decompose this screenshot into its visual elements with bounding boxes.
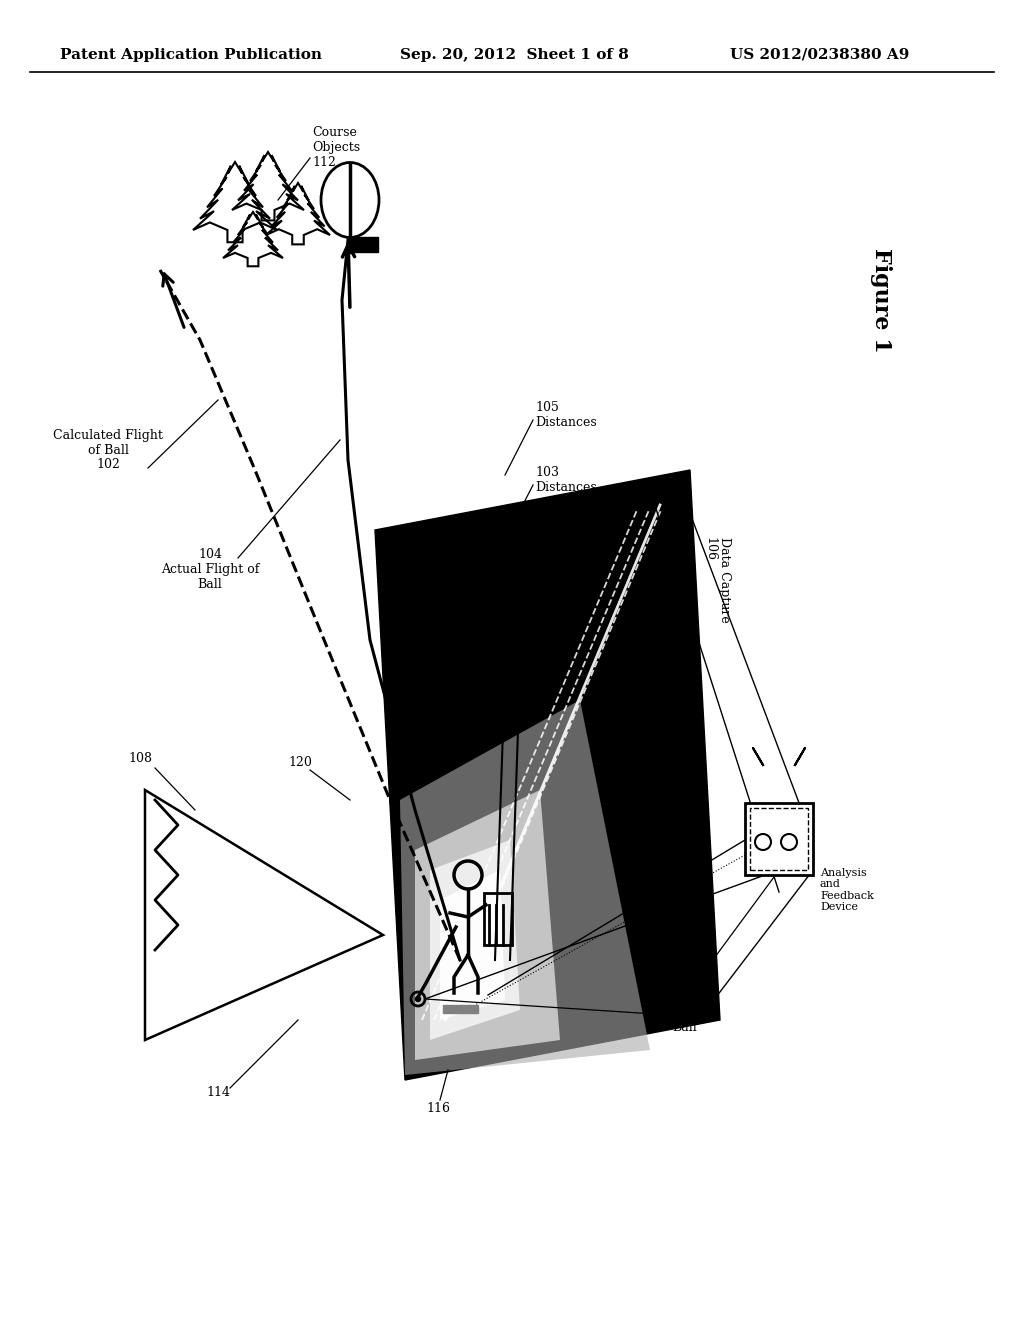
- Polygon shape: [430, 840, 520, 1040]
- Text: 100: 100: [766, 833, 793, 847]
- Text: 103
Distances: 103 Distances: [535, 466, 597, 494]
- Polygon shape: [400, 700, 650, 1074]
- Text: Calculated Flight
of Ball
102: Calculated Flight of Ball 102: [53, 429, 163, 471]
- Polygon shape: [415, 789, 560, 1060]
- Text: Sep. 20, 2012  Sheet 1 of 8: Sep. 20, 2012 Sheet 1 of 8: [400, 48, 629, 62]
- Polygon shape: [375, 470, 720, 1080]
- Circle shape: [416, 997, 421, 1002]
- Text: 120: 120: [288, 755, 312, 768]
- Text: US 2012/0238380 A9: US 2012/0238380 A9: [730, 48, 909, 62]
- Text: Figure 1: Figure 1: [870, 248, 892, 352]
- Polygon shape: [443, 1005, 478, 1012]
- FancyBboxPatch shape: [745, 803, 813, 875]
- Text: 114: 114: [206, 1085, 230, 1098]
- Text: 105
Distances: 105 Distances: [535, 401, 597, 429]
- Text: 110
Ball: 110 Ball: [672, 1006, 696, 1034]
- Text: 104
Actual Flight of
Ball: 104 Actual Flight of Ball: [161, 549, 259, 591]
- Text: Patent Application Publication: Patent Application Publication: [60, 48, 322, 62]
- Text: Data Capture
106: Data Capture 106: [703, 537, 731, 623]
- Text: Analysis
and
Feedback
Device: Analysis and Feedback Device: [820, 867, 873, 912]
- Polygon shape: [440, 870, 505, 1020]
- Text: 116: 116: [426, 1101, 450, 1114]
- Text: 108: 108: [128, 751, 152, 764]
- Text: Course
Objects
112: Course Objects 112: [312, 127, 360, 169]
- Polygon shape: [350, 238, 378, 252]
- Polygon shape: [145, 789, 383, 1040]
